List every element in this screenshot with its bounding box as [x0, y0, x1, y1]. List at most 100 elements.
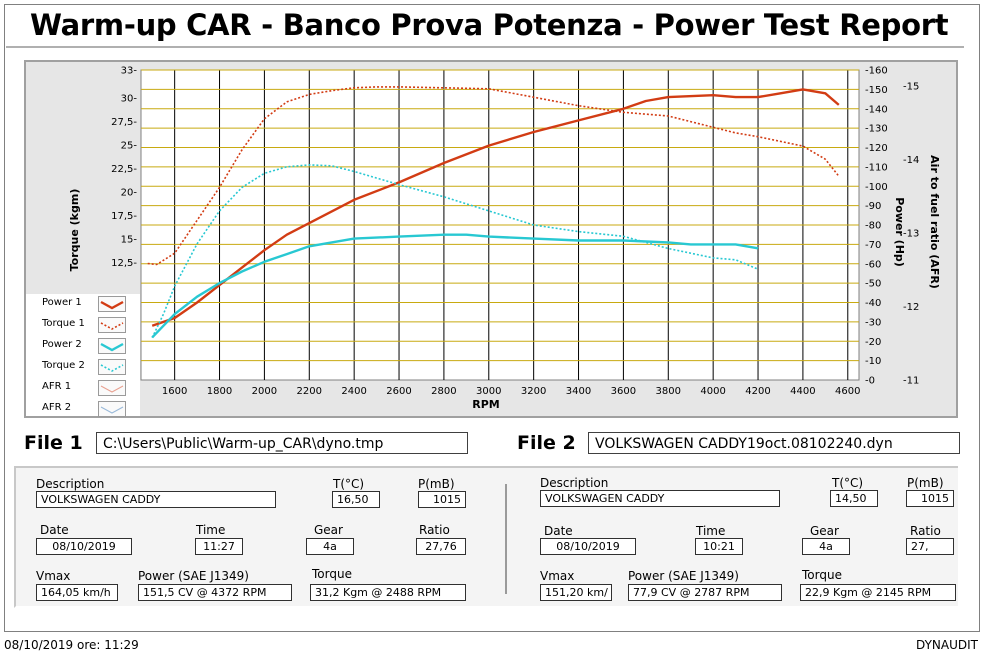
f2-vmax-label: Vmax: [540, 569, 575, 583]
legend-item-torque-1[interactable]: Torque 1: [26, 315, 140, 335]
legend-item-afr-2[interactable]: AFR 2: [26, 399, 140, 419]
f1-temp-value: 16,50: [332, 491, 380, 508]
f1-date-value: 08/10/2019: [36, 538, 132, 555]
legend-label: Torque 2: [42, 360, 85, 371]
y-power-axis-label: Power (Hp): [893, 197, 906, 267]
x-tick-label: 1800: [207, 386, 232, 397]
dyno-chart: 1600 1800 2000 2200 2400 2600 2800 3000 3200 3400…: [68, 66, 941, 412]
f2-temp-label: T(°C): [832, 476, 864, 490]
f1-torque-value: 31,2 Kgm @ 2488 RPM: [310, 584, 466, 601]
x-tick-label: 4000: [700, 386, 725, 397]
y-afr-tick-labels: -15 -14 -13 -12 -11: [903, 82, 919, 387]
f1-torque-label: Torque: [312, 567, 352, 581]
y-left-tick-labels: 33- 30- 27,5- 25- 22,5- 20- 17,5- 15- 12,5-: [111, 66, 137, 270]
y-left-tick-label: 15-: [121, 235, 138, 246]
y-afr-tick-label: -13: [903, 229, 919, 240]
y-afr-axis-label: Air to fuel ratio (AFR): [928, 155, 941, 289]
f2-torque-value: 22,9 Kgm @ 2145 RPM: [800, 584, 956, 601]
y-left-tick-label: 27,5-: [111, 117, 137, 128]
legend-label: AFR 1: [42, 381, 72, 392]
y-power-tick-label: -40: [865, 298, 881, 309]
legend-swatch: [98, 380, 126, 396]
f2-vmax-value: 151,20 km/: [540, 584, 612, 601]
legend-swatch: [98, 317, 126, 333]
info-divider: [505, 484, 507, 594]
f2-torque-label: Torque: [802, 568, 842, 582]
f1-gear-label: Gear: [314, 523, 343, 537]
legend-item-power-1[interactable]: Power 1: [26, 294, 140, 314]
file1-label: File 1: [24, 432, 83, 454]
f2-description-value: VOLKSWAGEN CADDY: [540, 490, 780, 507]
series-group: [147, 86, 840, 339]
x-tick-label: 2800: [431, 386, 456, 397]
file1-path: C:\Users\Public\Warm-up_CAR\dyno.tmp: [96, 432, 468, 454]
series-line-power-2: [151, 233, 759, 339]
legend-label: Power 1: [42, 297, 82, 308]
y-power-tick-label: -60: [865, 259, 881, 270]
y-left-tick-label: 12,5-: [111, 258, 137, 269]
x-tick-label: 2600: [386, 386, 411, 397]
x-tick-label: 3800: [656, 386, 681, 397]
legend-label: Torque 1: [42, 318, 85, 329]
f1-power-label: Power (SAE J1349): [138, 569, 249, 583]
y-power-tick-label: -30: [865, 317, 881, 328]
y-left-tick-label: 17,5-: [111, 211, 137, 222]
x-tick-label: 3600: [611, 386, 636, 397]
f2-gear-label: Gear: [810, 524, 839, 538]
report-frame: [4, 4, 980, 632]
f2-time-value: 10:21: [695, 538, 743, 555]
f2-gear-value: 4a: [802, 538, 850, 555]
f1-pressure-value: 1015: [418, 491, 466, 508]
y-afr-tick-label: -12: [903, 302, 919, 313]
x-tick-label: 3200: [521, 386, 546, 397]
x-tick-label: 2200: [297, 386, 322, 397]
f2-power-value: 77,9 CV @ 2787 RPM: [628, 584, 782, 601]
x-tick-label: 2000: [252, 386, 277, 397]
f1-temp-label: T(°C): [333, 477, 365, 491]
x-tick-label: 1600: [162, 386, 187, 397]
f2-time-label: Time: [696, 524, 726, 538]
chart-legend: Power 1 Torque 1 Power 2 Torque 2 AFR 1 …: [26, 294, 140, 419]
legend-swatch: [98, 296, 126, 312]
legend-item-afr-1[interactable]: AFR 1: [26, 378, 140, 398]
y-power-tick-label: -90: [865, 201, 881, 212]
f1-vmax-value: 164,05 km/h: [36, 584, 118, 601]
y-power-tick-label: -140: [865, 104, 888, 115]
y-left-tick-label: 25-: [121, 141, 138, 152]
footer-brand: DYNAUDIT: [916, 638, 978, 652]
f2-ratio-value: 27,: [906, 538, 954, 555]
y-power-tick-label: -10: [865, 356, 881, 367]
f1-pressure-label: P(mB): [418, 477, 455, 491]
y-left-tick-label: 22,5-: [111, 164, 137, 175]
y-power-tick-label: -0: [865, 376, 875, 387]
legend-item-torque-2[interactable]: Torque 2: [26, 357, 140, 377]
legend-item-power-2[interactable]: Power 2: [26, 336, 140, 356]
chart-panel: 1600 1800 2000 2200 2400 2600 2800 3000 3200 3400…: [24, 60, 958, 418]
y-left-tick-label: 30-: [121, 94, 138, 105]
legend-label: Power 2: [42, 339, 82, 350]
x-tick-labels: 1600 1800 2000 2200 2400 2600 2800 3000 3200 3400…: [162, 386, 861, 397]
series-line-torque-1: [147, 86, 840, 266]
x-tick-label: 4600: [835, 386, 860, 397]
y-power-tick-label: -70: [865, 240, 881, 251]
f1-description-value: VOLKSWAGEN CADDY: [36, 491, 276, 508]
f2-power-label: Power (SAE J1349): [628, 569, 739, 583]
y-afr-tick-label: -15: [903, 82, 919, 93]
title-rule: [6, 46, 964, 48]
x-tick-label: 3000: [476, 386, 501, 397]
f1-ratio-label: Ratio: [419, 523, 450, 537]
y-power-tick-label: -150: [865, 85, 888, 96]
f1-vmax-label: Vmax: [36, 569, 71, 583]
legend-swatch: [98, 401, 126, 417]
f1-ratio-value: 27,76: [416, 538, 466, 555]
series-line-torque-2: [151, 164, 759, 339]
y-left-tick-label: 33-: [121, 66, 138, 77]
f2-temp-value: 14,50: [830, 490, 878, 507]
legend-swatch: [98, 338, 126, 354]
f2-ratio-label: Ratio: [910, 524, 941, 538]
x-tick-label: 3400: [566, 386, 591, 397]
x-tick-label: 4200: [745, 386, 770, 397]
y-afr-tick-label: -11: [903, 376, 919, 387]
report-title: Warm-up CAR - Banco Prova Potenza - Powe…: [30, 8, 949, 42]
f2-date-value: 08/10/2019: [540, 538, 636, 555]
